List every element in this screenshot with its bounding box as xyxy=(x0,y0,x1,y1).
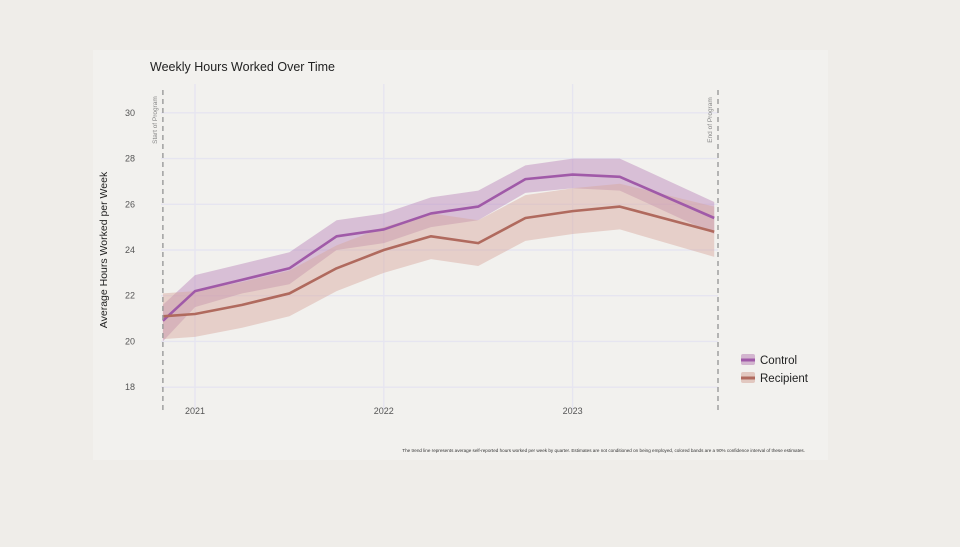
band-control xyxy=(162,158,715,342)
program-marker-label: Start of Program xyxy=(152,96,159,144)
y-tick-label: 28 xyxy=(125,154,135,164)
series-lines xyxy=(162,173,715,322)
y-axis-ticks: 18 20 22 24 26 28 30 xyxy=(125,108,135,392)
legend-label: Control xyxy=(760,355,797,367)
y-tick-label: 30 xyxy=(125,108,135,118)
chart-caption: The trend line represents average self-r… xyxy=(402,448,805,453)
legend: Control Recipient xyxy=(741,354,809,385)
y-tick-label: 26 xyxy=(125,199,135,209)
legend-label: Recipient xyxy=(760,373,809,385)
line-chart: Weekly Hours Worked Over Time Average Ho… xyxy=(98,60,809,453)
chart-title: Weekly Hours Worked Over Time xyxy=(150,60,335,74)
program-markers: Start of Program End of Program xyxy=(152,90,719,410)
band-recipient xyxy=(162,183,715,340)
grid-lines xyxy=(161,84,718,410)
program-marker-label: End of Program xyxy=(707,97,714,143)
y-tick-label: 18 xyxy=(125,382,135,392)
x-tick-label: 2022 xyxy=(374,406,394,416)
x-tick-label: 2021 xyxy=(185,406,205,416)
line-recipient xyxy=(162,205,715,318)
y-axis-label: Average Hours Worked per Week xyxy=(98,171,110,328)
y-tick-label: 22 xyxy=(125,291,135,301)
x-tick-label: 2023 xyxy=(563,406,583,416)
confidence-bands xyxy=(162,158,715,342)
line-control xyxy=(162,173,715,322)
y-tick-label: 24 xyxy=(125,245,135,255)
chart-panel: Weekly Hours Worked Over Time Average Ho… xyxy=(93,50,828,460)
y-tick-label: 20 xyxy=(125,336,135,346)
x-axis-ticks: 2021 2022 2023 xyxy=(185,406,583,416)
